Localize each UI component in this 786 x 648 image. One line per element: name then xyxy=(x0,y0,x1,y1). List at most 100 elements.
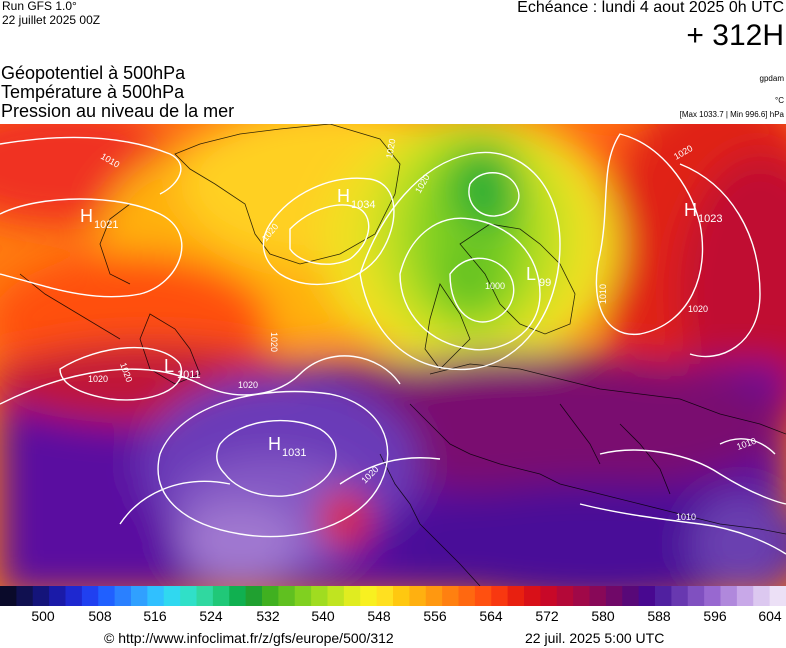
colorbar-label: 500 xyxy=(31,608,55,624)
colorbar-cell xyxy=(49,586,67,606)
pressure-system-value: 1034 xyxy=(351,199,375,211)
colorbar-cell xyxy=(32,586,50,606)
colorbar-cell xyxy=(16,586,34,606)
colorbar-cell xyxy=(458,586,476,606)
pressure-system-symbol: H xyxy=(684,200,697,220)
colorbar-cell xyxy=(65,586,83,606)
isobar-label: 1020 xyxy=(384,138,397,159)
colorbar-cell xyxy=(736,586,754,606)
colorbar-cell xyxy=(442,586,460,606)
colorbar-cell xyxy=(229,586,247,606)
colorbar-label: 588 xyxy=(647,608,671,624)
colorbar-cell xyxy=(491,586,509,606)
colorbar-cell xyxy=(605,586,623,606)
colorbar-cell xyxy=(540,586,558,606)
lead-time: + 312H xyxy=(686,19,784,52)
colorbar-cell xyxy=(409,586,427,606)
colorbar-cell xyxy=(311,586,329,606)
footer-copyright: © http://www.infoclimat.fr/z/gfs/europe/… xyxy=(104,630,394,646)
isobar-label: 1000 xyxy=(485,281,505,291)
pressure-system-value: 1031 xyxy=(282,447,306,459)
colorbar-cell xyxy=(425,586,443,606)
colorbar-cell xyxy=(638,586,656,606)
pressure-system-value: 1021 xyxy=(94,219,118,231)
pressure-system-value: 99 xyxy=(539,277,551,289)
colorbar-cell xyxy=(114,586,132,606)
colorbar-cell xyxy=(0,586,17,606)
footer-generated: 22 juil. 2025 5:00 UTC xyxy=(525,630,665,646)
field-temperature: Température à 500hPa xyxy=(1,82,185,102)
colorbar-cell xyxy=(163,586,181,606)
colorbar-cell xyxy=(131,586,148,606)
colorbar-cell xyxy=(81,586,99,606)
unit-temperature: °C xyxy=(775,96,784,105)
isobar-label: 1010 xyxy=(598,284,608,304)
isobar-label: 1020 xyxy=(688,304,708,314)
colorbar-cell xyxy=(98,586,116,606)
isobars xyxy=(0,133,786,555)
pressure-system-value: 1011 xyxy=(177,369,201,381)
colorbar-cell xyxy=(474,586,492,606)
colorbar-cell xyxy=(196,586,214,606)
colorbar-label: 564 xyxy=(479,608,503,624)
colorbar-cell xyxy=(573,586,591,606)
colorbar-cell xyxy=(589,586,607,606)
isobar-label: 1020 xyxy=(238,380,258,390)
colorbar-cell xyxy=(294,586,312,606)
colorbar xyxy=(0,586,786,606)
isobar-label: 1010 xyxy=(676,512,696,522)
colorbar-cell xyxy=(327,586,345,606)
field-geopotential: Géopotentiel à 500hPa xyxy=(1,63,186,83)
colorbar-cell xyxy=(753,586,771,606)
pressure-system-symbol: H xyxy=(337,186,350,206)
field-pressure: Pression au niveau de la mer xyxy=(1,101,235,121)
isobar-label: 1020 xyxy=(88,374,108,384)
unit-geopotential: gpdam xyxy=(759,74,784,83)
weather-map: H 1021 H 1034 H 1023 L 1011 L 99 H 1031 … xyxy=(0,124,786,586)
colorbar-cell xyxy=(212,586,230,606)
colorbar-label: 532 xyxy=(256,608,280,624)
colorbar-cell xyxy=(393,586,410,606)
colorbar-cell xyxy=(556,586,574,606)
pressure-system-value: 1023 xyxy=(698,213,722,225)
colorbar-label: 508 xyxy=(88,608,112,624)
colorbar-label: 556 xyxy=(423,608,447,624)
colorbar-cell xyxy=(180,586,198,606)
isobar-label: 1020 xyxy=(269,332,279,352)
colorbar-cell xyxy=(524,586,541,606)
colorbar-label: 572 xyxy=(535,608,559,624)
colorbar-cell xyxy=(507,586,525,606)
colorbar-cell xyxy=(687,586,705,606)
pressure-range: [Max 1033.7 | Min 996.6] hPa xyxy=(679,110,784,119)
valid-time: Echéance : lundi 4 aout 2025 0h UTC xyxy=(517,0,784,16)
pressure-system-symbol: L xyxy=(164,356,174,376)
colorbar-cell xyxy=(360,586,378,606)
colorbar-label: 524 xyxy=(199,608,223,624)
pressure-system-symbol: L xyxy=(526,264,536,284)
colorbar-cell xyxy=(343,586,361,606)
colorbar-cell xyxy=(655,586,672,606)
colorbar-cell xyxy=(720,586,738,606)
colorbar-cell xyxy=(622,586,640,606)
colorbar-cell xyxy=(704,586,722,606)
geopotential-field xyxy=(0,124,786,586)
colorbar-cell xyxy=(262,586,279,606)
colorbar-label: 548 xyxy=(367,608,391,624)
colorbar-label: 596 xyxy=(703,608,727,624)
colorbar-cell xyxy=(376,586,394,606)
run-title: Run GFS 1.0° xyxy=(2,0,77,13)
coastlines xyxy=(19,124,786,586)
colorbar-cell xyxy=(245,586,263,606)
colorbar-label: 540 xyxy=(311,608,335,624)
colorbar-label: 604 xyxy=(758,608,782,624)
pressure-system-markers: H 1021 H 1034 H 1023 L 1011 L 99 H 1031 xyxy=(80,186,722,459)
colorbar-cell xyxy=(278,586,296,606)
pressure-system-symbol: H xyxy=(268,434,281,454)
pressure-system-symbol: H xyxy=(80,206,93,226)
colorbar-cell xyxy=(769,586,786,606)
colorbar-label: 580 xyxy=(591,608,615,624)
colorbar-label: 516 xyxy=(143,608,167,624)
run-date: 22 juillet 2025 00Z xyxy=(2,13,101,27)
colorbar-cell xyxy=(147,586,165,606)
colorbar-cell xyxy=(671,586,689,606)
